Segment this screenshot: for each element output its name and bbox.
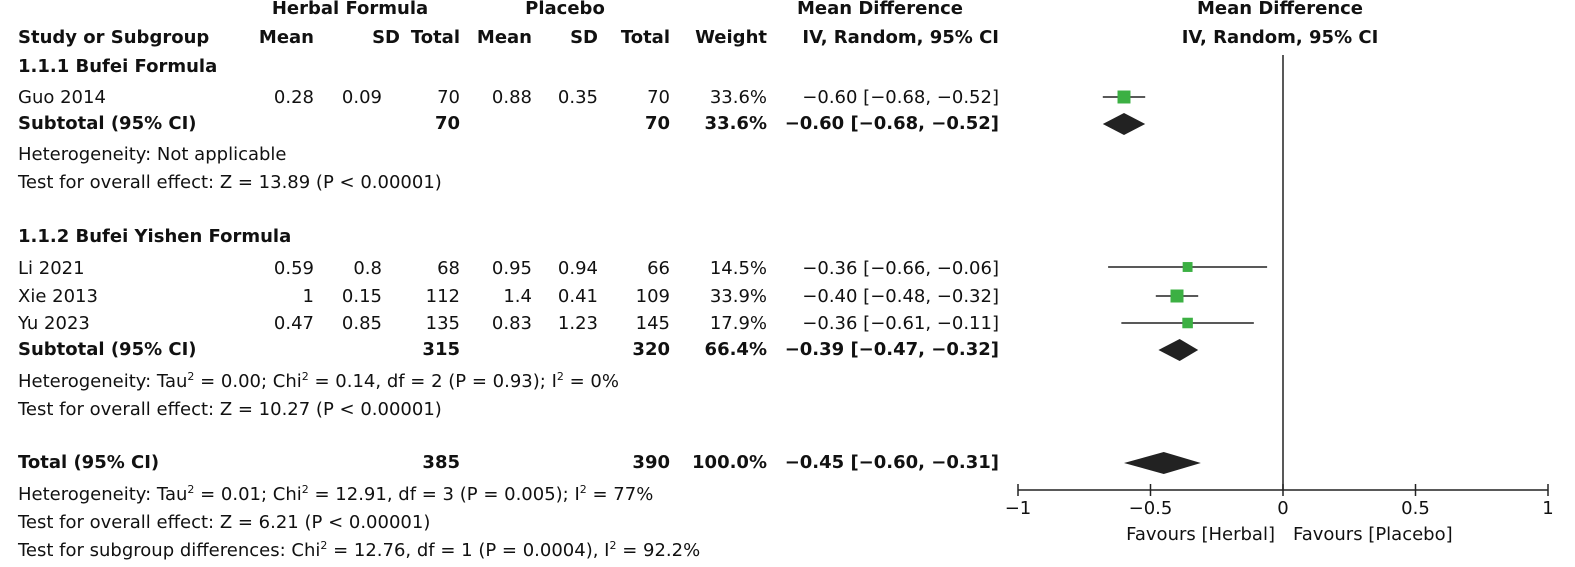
x-tick-label: 1: [1542, 498, 1553, 519]
favours-right-label: Favours [Placebo]: [1293, 524, 1453, 545]
study-placebo-mean: 0.83: [491, 313, 532, 334]
study-placebo-mean: 1.4: [503, 286, 532, 307]
subgroup-title: 1.1.1 Bufei Formula: [18, 56, 218, 77]
study-herbal-mean: 1: [302, 286, 314, 307]
study-ci: −0.40 [−0.48, −0.32]: [802, 286, 999, 307]
study-weight: 17.9%: [709, 313, 767, 334]
pooled-diamond: [1158, 339, 1199, 361]
x-tick-label: 0: [1277, 498, 1288, 519]
favours-left-label: Favours [Herbal]: [1126, 524, 1275, 545]
study-point: [1182, 262, 1193, 272]
study-herbal-sd: 0.85: [341, 313, 382, 334]
heterogeneity-text: Heterogeneity: Tau2 = 0.00; Chi2 = 0.14,…: [18, 370, 619, 392]
study-weight: 33.9%: [709, 286, 767, 307]
study-herbal-sd: 0.8: [353, 258, 382, 279]
subtotal-label: Subtotal (95% CI): [18, 339, 197, 360]
study-ci: −0.60 [−0.68, −0.52]: [802, 87, 999, 108]
study-point: [1117, 90, 1131, 104]
header-herbal-mean: Mean: [258, 27, 314, 48]
study-placebo-total: 70: [647, 87, 670, 108]
header-method-table: IV, Random, 95% CI: [802, 27, 999, 48]
subgroup-differences-text: Test for subgroup differences: Chi2 = 12…: [18, 539, 701, 561]
study-herbal-mean: 0.47: [273, 313, 314, 334]
header-herbal-group: Herbal Formula: [271, 0, 429, 19]
study-placebo-total: 145: [635, 313, 670, 334]
study-placebo-sd: 0.41: [557, 286, 598, 307]
overall-effect-text: Test for overall effect: Z = 13.89 (P < …: [18, 172, 442, 193]
subtotal-ci: −0.39 [−0.47, −0.32]: [784, 339, 999, 360]
total-heterogeneity-text: Heterogeneity: Tau2 = 0.01; Chi2 = 12.91…: [18, 483, 654, 505]
x-tick-label: −1: [1005, 498, 1032, 519]
subtotal-weight: 66.4%: [704, 339, 767, 360]
total-weight: 100.0%: [692, 452, 767, 473]
header-placebo-total: Total: [620, 27, 670, 48]
study-herbal-mean: 0.28: [273, 87, 314, 108]
x-tick-label: −0.5: [1129, 498, 1173, 519]
x-tick-label: 0.5: [1401, 498, 1430, 519]
study-herbal-total: 68: [437, 258, 460, 279]
header-herbal-sd: SD: [372, 27, 400, 48]
total-herbal-total: 385: [422, 452, 460, 473]
total-label: Total (95% CI): [18, 452, 160, 473]
header-placebo-mean: Mean: [476, 27, 532, 48]
header-herbal-total: Total: [410, 27, 460, 48]
study-herbal-total: 112: [425, 286, 460, 307]
subtotal-weight: 33.6%: [704, 113, 767, 134]
study-placebo-mean: 0.95: [491, 258, 532, 279]
subtotal-label: Subtotal (95% CI): [18, 113, 197, 134]
header-placebo-sd: SD: [570, 27, 598, 48]
study-herbal-total: 70: [437, 87, 460, 108]
subtotal-placebo-total: 70: [644, 113, 670, 134]
subtotal-placebo-total: 320: [632, 339, 670, 360]
study-placebo-sd: 0.35: [557, 87, 598, 108]
study-placebo-sd: 1.23: [557, 313, 598, 334]
study-name: Xie 2013: [18, 286, 98, 307]
study-point: [1170, 289, 1184, 303]
header-placebo-group: Placebo: [525, 0, 605, 19]
total-ci: −0.45 [−0.60, −0.31]: [784, 452, 999, 473]
study-name: Li 2021: [18, 258, 85, 279]
study-name: Guo 2014: [18, 87, 106, 108]
study-ci: −0.36 [−0.61, −0.11]: [802, 313, 999, 334]
study-placebo-total: 109: [635, 286, 670, 307]
study-placebo-total: 66: [647, 258, 670, 279]
header-weight: Weight: [695, 27, 767, 48]
subtotal-herbal-total: 70: [434, 113, 460, 134]
header-method-plot: IV, Random, 95% CI: [1181, 27, 1379, 48]
subgroup-title: 1.1.2 Bufei Yishen Formula: [18, 226, 292, 247]
study-herbal-mean: 0.59: [273, 258, 314, 279]
study-herbal-sd: 0.09: [341, 87, 382, 108]
total-overall-effect-text: Test for overall effect: Z = 6.21 (P < 0…: [18, 512, 431, 533]
header-md-plot: Mean Difference: [1196, 0, 1364, 19]
pooled-diamond: [1124, 452, 1201, 474]
study-weight: 33.6%: [709, 87, 767, 108]
study-weight: 14.5%: [709, 258, 767, 279]
study-placebo-mean: 0.88: [491, 87, 532, 108]
subtotal-herbal-total: 315: [422, 339, 460, 360]
overall-effect-text: Test for overall effect: Z = 10.27 (P < …: [18, 399, 442, 420]
study-name: Yu 2023: [18, 313, 90, 334]
pooled-diamond: [1102, 113, 1146, 135]
study-point: [1182, 317, 1193, 329]
study-herbal-sd: 0.15: [341, 286, 382, 307]
study-ci: −0.36 [−0.66, −0.06]: [802, 258, 999, 279]
subtotal-ci: −0.60 [−0.68, −0.52]: [784, 113, 999, 134]
study-placebo-sd: 0.94: [557, 258, 598, 279]
study-herbal-total: 135: [425, 313, 460, 334]
header-study: Study or Subgroup: [18, 27, 210, 48]
total-placebo-total: 390: [632, 452, 670, 473]
header-md-table: Mean Difference: [796, 0, 964, 19]
heterogeneity-text: Heterogeneity: Not applicable: [18, 144, 287, 165]
